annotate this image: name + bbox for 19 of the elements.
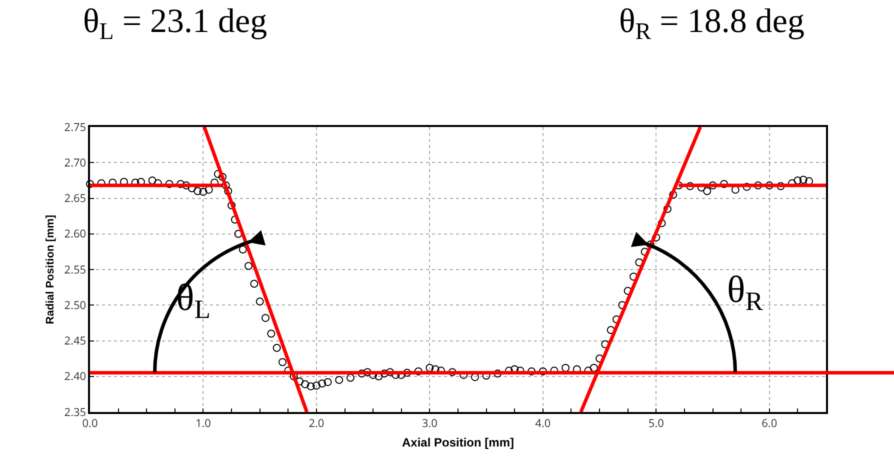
x-tick-label: 3.0 [422, 416, 438, 431]
text: θ$_{L}$ = 23.1 deg [83, 3, 268, 46]
annotation: θ$_{R}$ [727, 269, 764, 316]
x-tick-label: 1.0 [195, 416, 211, 431]
y-tick-label: 2.70 [64, 155, 86, 170]
y-tick-label: 2.75 [64, 120, 86, 135]
x-tick-label: 6.0 [762, 416, 778, 431]
y-tick-label: 2.45 [64, 334, 86, 349]
y-tick-label: 2.40 [64, 369, 86, 384]
x-tick-label: 2.0 [308, 416, 324, 431]
y-axis-title: Radial Position [mm] [44, 214, 56, 324]
y-tick-label: 2.55 [64, 262, 86, 278]
x-tick-label: 4.0 [535, 416, 551, 431]
x-axis-title: Axial Position [mm] [402, 435, 514, 450]
x-tick-label: 5.0 [648, 416, 664, 431]
y-tick-label: 2.65 [64, 191, 86, 206]
y-tick-label: 2.60 [64, 226, 86, 242]
text: θ$_{R}$ = 18.8 deg [619, 3, 804, 46]
y-tick-label: 2.50 [64, 298, 86, 313]
